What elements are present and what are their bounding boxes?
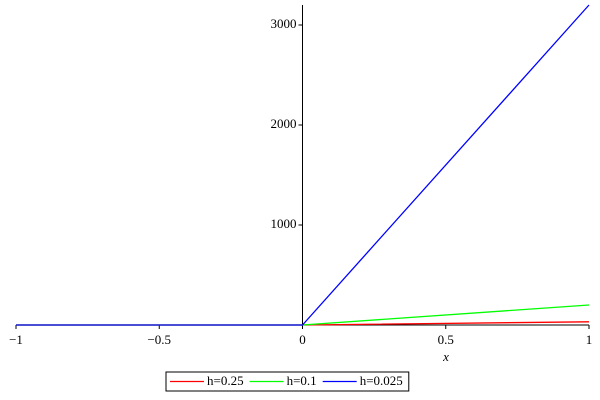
x-tick-label: −0.5 [147, 332, 171, 347]
legend-label: h=0.025 [360, 373, 403, 388]
y-tick-label: 1000 [271, 216, 297, 231]
legend-label: h=0.1 [287, 373, 317, 388]
legend: h=0.25 h=0.1 h=0.025 [165, 371, 410, 392]
legend-box [165, 371, 410, 392]
x-tick-label: 1 [586, 332, 593, 347]
x-axis-label: x [442, 349, 449, 364]
x-tick-label: 0.5 [438, 332, 454, 347]
x-tick-label: 0 [299, 332, 306, 347]
series-line [16, 4, 590, 326]
y-tick-label: 3000 [271, 16, 297, 31]
x-tick-label: −1 [9, 332, 23, 347]
y-tick-label: 2000 [271, 116, 297, 131]
legend-label: h=0.25 [207, 373, 244, 388]
